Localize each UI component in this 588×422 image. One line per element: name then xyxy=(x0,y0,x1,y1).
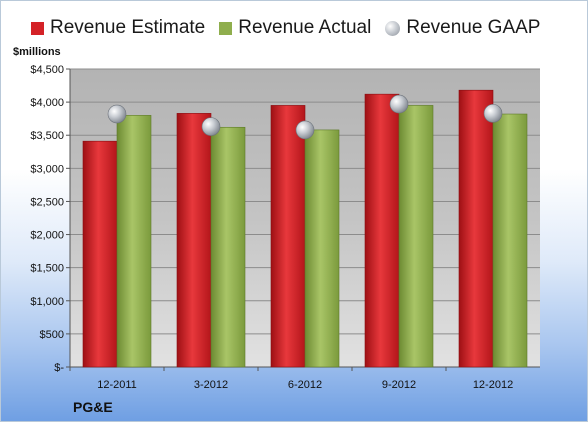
company-name: PG&E xyxy=(73,399,113,415)
marker-revenue-gaap xyxy=(295,120,315,140)
legend-item-estimate: Revenue Estimate xyxy=(31,17,205,39)
legend-item-gaap: Revenue GAAP xyxy=(385,17,540,39)
marker-revenue-gaap xyxy=(107,104,127,124)
bar-revenue-actual xyxy=(492,113,528,368)
y-tick-label: $4,500 xyxy=(30,64,64,76)
bar-revenue-actual xyxy=(398,105,434,368)
legend-swatch-gaap xyxy=(385,20,401,36)
y-tick-label: $- xyxy=(54,362,64,374)
marker-revenue-gaap xyxy=(201,117,221,136)
y-tick-label: $4,000 xyxy=(30,97,64,109)
y-tick-label: $2,500 xyxy=(30,196,64,208)
y-tick-label: $1,000 xyxy=(30,296,64,308)
legend-label-actual: Revenue Actual xyxy=(238,17,372,38)
y-tick-label: $1,500 xyxy=(30,263,64,275)
x-axis-ticks: 12-2011 3-2012 6-2012 9-2012 12-2012 xyxy=(69,367,513,391)
y-tick-label: $3,500 xyxy=(30,130,64,142)
bar-revenue-estimate xyxy=(82,140,118,368)
gaap-markers xyxy=(107,94,503,140)
y-axis-ticks: $- $500 $1,000 $1,500 $2,000 $2,500 $3,000 $3,5… xyxy=(30,64,540,374)
x-tick-label: 12-2012 xyxy=(473,379,513,391)
bar-revenue-estimate xyxy=(364,93,400,368)
legend-swatch-estimate xyxy=(31,21,44,35)
bar-revenue-actual xyxy=(210,126,246,368)
legend: Revenue Estimate Revenue Actual Revenue … xyxy=(31,17,554,39)
marker-revenue-gaap xyxy=(389,94,409,114)
legend-swatch-actual xyxy=(219,21,233,35)
x-tick-label: 12-2011 xyxy=(97,379,137,391)
legend-label-gaap: Revenue GAAP xyxy=(406,17,541,38)
y-axis-unit-label: $millions xyxy=(13,46,61,58)
x-tick-label: 6-2012 xyxy=(288,379,322,391)
x-tick-label: 3-2012 xyxy=(194,379,228,391)
marker-revenue-gaap xyxy=(483,104,503,123)
bar-revenue-estimate xyxy=(270,105,306,368)
x-tick-label: 9-2012 xyxy=(382,379,416,391)
bar-revenue-estimate xyxy=(176,113,212,368)
bars xyxy=(82,89,528,368)
legend-item-actual: Revenue Actual xyxy=(219,17,371,39)
bar-revenue-actual xyxy=(116,115,152,368)
y-tick-label: $2,000 xyxy=(30,230,64,242)
bar-revenue-actual xyxy=(304,129,340,368)
bar-revenue-estimate xyxy=(458,89,494,368)
legend-label-estimate: Revenue Estimate xyxy=(50,17,206,38)
y-tick-label: $500 xyxy=(40,329,64,341)
y-tick-label: $3,000 xyxy=(30,163,64,175)
